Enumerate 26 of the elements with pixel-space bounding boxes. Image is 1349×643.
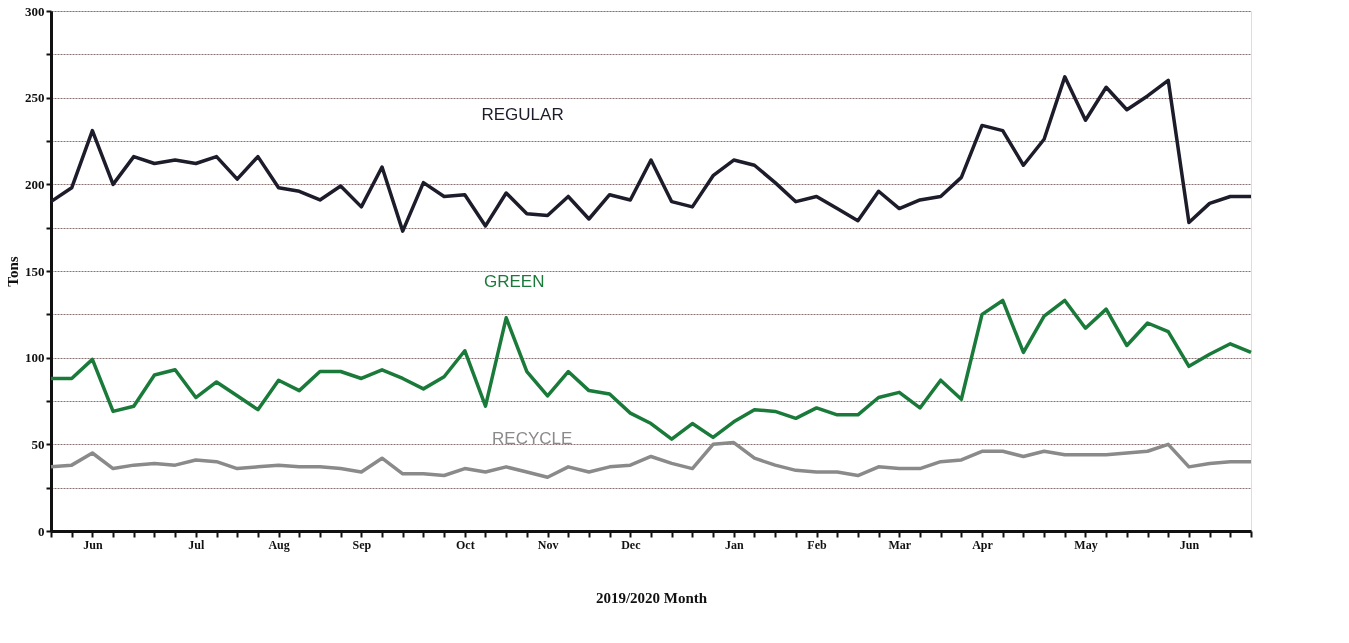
x-tick-label: Feb bbox=[807, 537, 827, 552]
x-tick-label: Mar bbox=[888, 537, 912, 552]
x-tick-label: Jan bbox=[724, 537, 744, 552]
x-tick-label: Aug bbox=[268, 537, 290, 552]
y-tick-label: 50 bbox=[31, 436, 45, 452]
y-tick-label: 100 bbox=[25, 350, 45, 366]
line-series bbox=[49, 75, 1253, 233]
series-label: RECYCLE bbox=[492, 429, 573, 449]
x-tick-label: May bbox=[1074, 537, 1098, 552]
x-tick-label: Apr bbox=[972, 537, 994, 552]
y-tick-label: 300 bbox=[25, 3, 45, 19]
text: GREEN bbox=[483, 271, 545, 291]
y-tick-label: 250 bbox=[25, 90, 45, 106]
x-tick-label: Jun bbox=[83, 537, 103, 552]
x-tick-label: Jun bbox=[1179, 537, 1200, 552]
x-axis-title: 2019/2020 Month bbox=[595, 589, 708, 606]
y-axis-title: Tons bbox=[5, 256, 21, 287]
x-tick-label: Jul bbox=[188, 537, 205, 552]
y-tick-label: 150 bbox=[25, 263, 45, 279]
text: REGULAR bbox=[481, 105, 564, 124]
x-tick-label: Dec bbox=[621, 537, 642, 552]
y-tick-label: 200 bbox=[25, 176, 45, 192]
x-tick-label: Sep bbox=[352, 537, 372, 552]
y-tick-label: 0 bbox=[38, 523, 45, 539]
x-tick-label: Oct bbox=[455, 537, 475, 552]
x-tick-label: Nov bbox=[537, 537, 559, 552]
